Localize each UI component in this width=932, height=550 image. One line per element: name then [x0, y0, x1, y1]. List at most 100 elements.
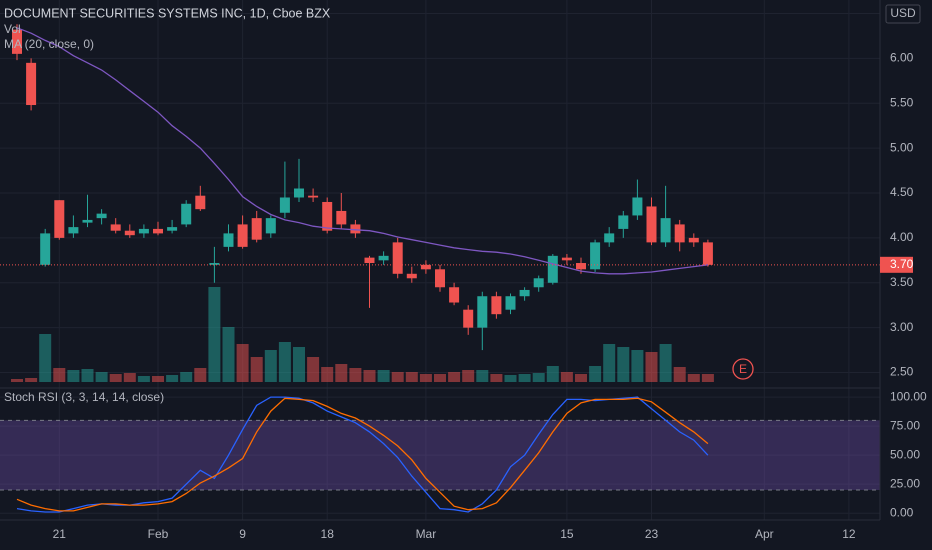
volume-bar	[95, 372, 108, 382]
candle-body	[702, 242, 713, 265]
volume-bar	[363, 370, 376, 382]
volume-bar	[377, 370, 390, 382]
y-tick-label: 5.50	[890, 95, 914, 109]
volume-bar	[645, 352, 658, 382]
x-tick-label: 23	[645, 527, 659, 541]
ma-legend: MA (20, close, 0)	[4, 37, 94, 51]
candle-body	[138, 228, 149, 234]
volume-bar	[349, 368, 362, 382]
earnings-marker	[732, 358, 754, 380]
candle-body	[463, 309, 474, 328]
candle-body	[618, 215, 629, 229]
y-tick-label: 25.00	[890, 476, 920, 490]
candle-body	[378, 255, 389, 261]
last-price-label: 3.70	[890, 257, 914, 271]
candle-body	[54, 200, 65, 238]
volume-bar	[123, 373, 136, 382]
candle-body	[590, 242, 601, 270]
volume-bar	[81, 369, 94, 382]
candle-body	[604, 233, 615, 243]
x-tick-label: 18	[321, 527, 335, 541]
x-tick-label: Mar	[416, 527, 437, 541]
candle-body	[82, 219, 93, 223]
volume-bar	[67, 370, 80, 382]
candle-body	[336, 210, 347, 225]
y-tick-label: 75.00	[890, 418, 920, 432]
grid	[0, 0, 880, 520]
volume-bar	[391, 372, 404, 382]
volume-bar	[321, 367, 334, 382]
candle-body	[167, 227, 178, 231]
candle-body	[660, 218, 671, 243]
volume-layer	[11, 287, 714, 382]
last-price-badge	[880, 256, 913, 273]
candle-body	[533, 278, 544, 288]
volume-bar	[490, 374, 503, 382]
volume-bar	[236, 344, 249, 382]
candle-body	[364, 257, 375, 264]
candle-body	[646, 206, 657, 243]
volume-bar	[405, 372, 418, 382]
candle-body	[153, 228, 163, 234]
candle-body	[435, 269, 445, 288]
volume-bar	[419, 374, 432, 382]
volume-bar	[194, 368, 207, 382]
volume-bar	[137, 376, 150, 382]
volume-bar	[152, 376, 164, 382]
candle-body	[505, 296, 516, 310]
y-tick-label: 3.00	[890, 320, 914, 334]
y-tick-label: 6.00	[890, 51, 914, 65]
candle-body	[406, 273, 417, 279]
candle-body	[547, 255, 558, 283]
candle-body	[688, 237, 699, 243]
candle-body	[237, 224, 248, 247]
y-tick-label: 5.00	[890, 140, 914, 154]
volume-bar	[532, 373, 545, 382]
volume-bar	[701, 374, 714, 382]
x-tick-label: 21	[53, 527, 67, 541]
candle-body	[308, 195, 319, 198]
y-tick-label: 4.00	[890, 230, 914, 244]
y-tick-label: 100.00	[890, 389, 927, 403]
currency-badge[interactable]	[885, 4, 921, 24]
earnings-label: E	[739, 362, 747, 376]
volume-bar	[250, 357, 263, 382]
candle-body	[576, 263, 586, 270]
candle-body	[223, 233, 234, 247]
candle-body	[322, 201, 333, 231]
candle-body	[251, 218, 262, 240]
volume-bar	[575, 374, 587, 382]
candle-body	[519, 289, 530, 297]
volume-bar	[476, 370, 489, 382]
candle-body	[350, 224, 361, 234]
volume-bar	[434, 374, 446, 382]
volume-bar	[659, 344, 672, 382]
volume-bar	[109, 374, 122, 382]
x-tick-label: 9	[239, 527, 246, 541]
candle-body	[674, 224, 685, 243]
volume-bar	[518, 374, 531, 382]
currency-label: USD	[890, 6, 916, 20]
x-tick-label: Apr	[755, 527, 774, 541]
volume-bar	[166, 375, 179, 382]
candle-body	[265, 218, 276, 234]
volume-bar	[504, 375, 517, 382]
volume-bar	[307, 357, 320, 382]
x-tick-label: Feb	[148, 527, 169, 541]
candle-layer	[12, 24, 713, 351]
volume-bar	[53, 368, 66, 382]
volume-bar	[687, 374, 700, 382]
x-tick-label: 15	[560, 527, 574, 541]
candle-body	[40, 233, 51, 265]
candle-body	[68, 227, 79, 234]
volume-bar	[673, 367, 686, 382]
volume-bar	[589, 366, 602, 382]
candle-body	[477, 296, 488, 328]
volume-bar	[293, 347, 305, 382]
y-tick-label: 3.50	[890, 275, 914, 289]
x-tick-label: 12	[842, 527, 856, 541]
volume-bar	[546, 366, 559, 382]
volume-bar	[335, 364, 348, 382]
